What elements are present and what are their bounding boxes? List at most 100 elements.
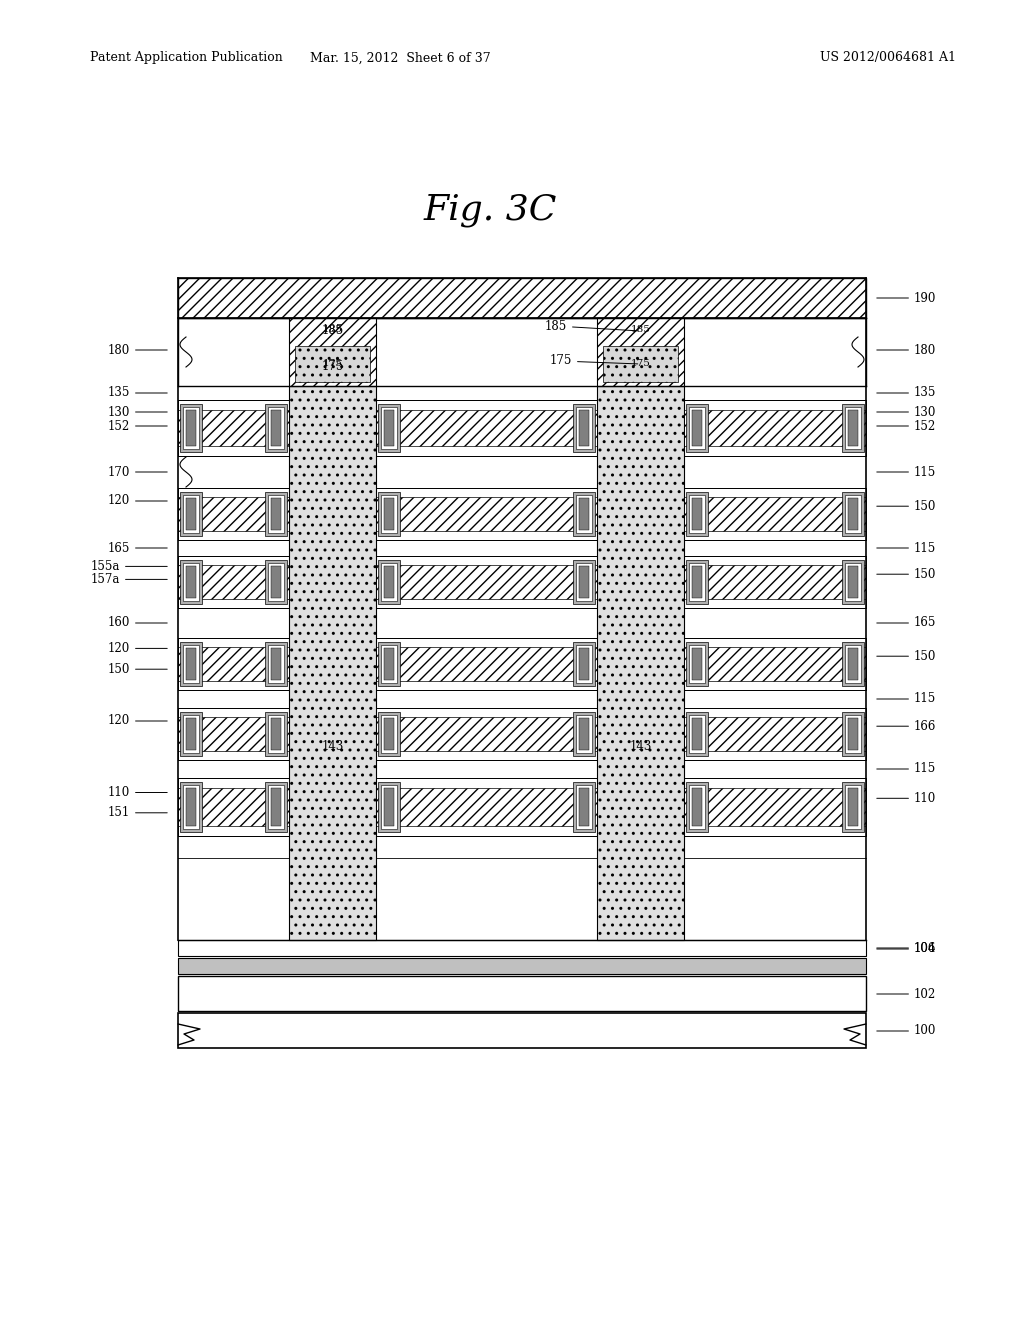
Text: 190: 190	[877, 292, 936, 305]
Text: 102: 102	[877, 987, 936, 1001]
Bar	[573, 560, 595, 605]
Bar	[180, 711, 202, 756]
Bar	[848, 788, 858, 825]
Text: US 2012/0064681 A1: US 2012/0064681 A1	[820, 51, 956, 65]
Bar	[381, 785, 397, 829]
Bar	[268, 495, 284, 533]
Bar	[178, 318, 866, 385]
Bar	[384, 648, 394, 680]
Bar	[689, 645, 705, 684]
Bar	[845, 645, 861, 684]
Bar	[180, 560, 202, 605]
Bar	[573, 783, 595, 832]
Bar	[384, 788, 394, 825]
Text: 115: 115	[877, 763, 936, 776]
Text: Patent Application Publication: Patent Application Publication	[90, 51, 283, 65]
Bar	[289, 385, 376, 940]
Bar	[573, 642, 595, 686]
Bar	[689, 495, 705, 533]
Bar	[684, 647, 866, 681]
Text: 150: 150	[877, 649, 936, 663]
Text: 120: 120	[108, 642, 167, 655]
Bar	[842, 711, 864, 756]
Bar	[268, 715, 284, 754]
Text: 150: 150	[108, 663, 167, 676]
Bar	[684, 411, 866, 446]
Bar	[271, 648, 281, 680]
Bar	[180, 404, 202, 451]
Bar	[579, 566, 589, 598]
Bar	[271, 498, 281, 531]
Bar	[842, 404, 864, 451]
Text: 135: 135	[108, 387, 167, 400]
Text: 110: 110	[877, 792, 936, 805]
Bar	[842, 642, 864, 686]
Bar	[842, 560, 864, 605]
Bar	[384, 498, 394, 531]
Bar	[376, 565, 597, 599]
Bar	[575, 785, 592, 829]
Bar	[575, 645, 592, 684]
Bar	[378, 404, 400, 451]
Text: 115: 115	[877, 541, 936, 554]
Text: 115: 115	[877, 466, 936, 479]
Bar	[289, 318, 376, 385]
Bar	[268, 407, 284, 449]
Bar	[378, 642, 400, 686]
Text: 155a: 155a	[91, 560, 167, 573]
Bar	[178, 975, 866, 1011]
Bar	[178, 565, 289, 599]
Bar	[692, 788, 702, 825]
Text: 165: 165	[108, 541, 167, 554]
Bar	[178, 647, 289, 681]
Bar	[384, 718, 394, 750]
Bar	[265, 560, 287, 605]
Bar	[183, 562, 199, 601]
Bar	[848, 411, 858, 446]
Bar	[381, 495, 397, 533]
Text: 185: 185	[545, 319, 638, 333]
Bar	[579, 718, 589, 750]
Bar	[271, 411, 281, 446]
Bar	[575, 715, 592, 754]
Bar	[686, 560, 708, 605]
Bar	[848, 648, 858, 680]
Bar	[684, 498, 866, 531]
Text: 165: 165	[877, 616, 936, 630]
Text: 166: 166	[877, 719, 936, 733]
Text: 180: 180	[877, 343, 936, 356]
Bar	[845, 562, 861, 601]
Bar	[265, 783, 287, 832]
Text: 175: 175	[323, 359, 342, 368]
Bar	[684, 788, 866, 825]
Bar	[603, 346, 678, 381]
Bar	[178, 958, 866, 974]
Bar	[268, 562, 284, 601]
Bar	[692, 411, 702, 446]
Bar	[180, 492, 202, 536]
Bar	[271, 566, 281, 598]
Text: 130: 130	[108, 405, 167, 418]
Text: 115: 115	[877, 693, 936, 705]
Bar	[376, 717, 597, 751]
Bar	[575, 407, 592, 449]
Bar	[268, 785, 284, 829]
Bar	[684, 565, 866, 599]
Text: 120: 120	[108, 714, 167, 727]
Text: 100: 100	[877, 1024, 936, 1038]
Bar	[686, 711, 708, 756]
Text: 104: 104	[877, 942, 936, 956]
Bar	[376, 498, 597, 531]
Bar	[848, 498, 858, 531]
Text: 152: 152	[108, 420, 167, 433]
Bar	[265, 642, 287, 686]
Bar	[186, 498, 196, 531]
Bar	[186, 566, 196, 598]
Bar	[381, 715, 397, 754]
Bar	[575, 495, 592, 533]
Bar	[384, 566, 394, 598]
Bar	[575, 562, 592, 601]
Bar	[848, 566, 858, 598]
Bar	[845, 407, 861, 449]
Bar	[178, 717, 289, 751]
